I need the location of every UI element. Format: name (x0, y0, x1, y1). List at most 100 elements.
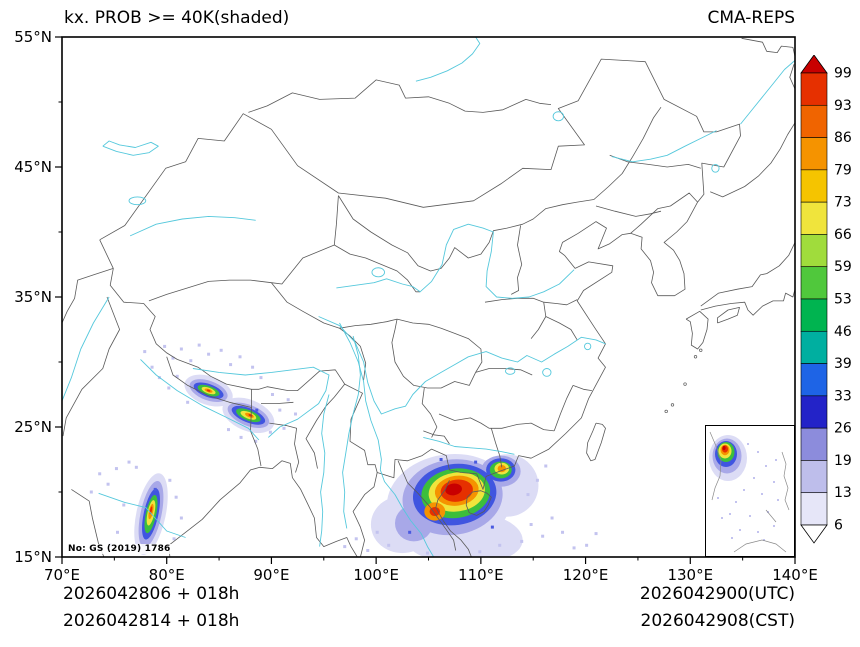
boundary-line (475, 368, 533, 376)
lake-outline (552, 111, 565, 122)
probability-speck (167, 386, 171, 390)
river-line (102, 140, 159, 156)
probability-speck (143, 350, 147, 354)
boundary-line (305, 383, 346, 469)
boundary-line (717, 306, 740, 324)
colorbar-segment (800, 234, 828, 268)
boundary-line (62, 296, 120, 437)
probability-speck (498, 543, 502, 547)
colorbar-segment (800, 72, 828, 106)
inset-probability-speck (775, 459, 777, 461)
colorbar-label: 93 (834, 98, 852, 114)
init-time-cst: 2026042814 + 018h (63, 611, 240, 631)
river-line (740, 60, 795, 125)
colorbar-label: 26 (834, 421, 852, 437)
probability-speck (535, 478, 539, 482)
probability-speck (172, 537, 176, 541)
probability-speck (115, 530, 119, 534)
inset-map (709, 431, 790, 553)
colorbar-segment (800, 298, 828, 332)
river-line (319, 394, 330, 547)
probability-speck (153, 487, 157, 491)
inset-probability-speck (753, 477, 755, 479)
y-tick-label: 45°N (14, 158, 52, 176)
probability-speck (238, 355, 242, 359)
inset-probability-speck (761, 493, 763, 495)
boundary-line (741, 37, 795, 57)
colorbar-label: 86 (834, 130, 852, 146)
plot-area: No: GS (2019) 1786 (62, 37, 795, 557)
boundary-line (572, 385, 592, 391)
probability-speck (255, 408, 259, 412)
lake-outline (371, 267, 385, 278)
probability-speck (251, 365, 255, 369)
boundary-line (511, 225, 523, 295)
colorbar-segment (800, 395, 828, 429)
probability-speck (425, 551, 429, 555)
boundary-line (630, 201, 698, 297)
island-dot (699, 348, 703, 352)
y-tick-label: 25°N (14, 418, 52, 436)
inset-probability-speck (757, 451, 759, 453)
colorbar: 99 93 86 79 73 66 59 53 46 39 33 26 19 13 6 (800, 55, 852, 544)
license-watermark: No: GS (2019) 1786 (66, 544, 173, 554)
valid-time-cst: 2026042908(CST) (640, 611, 795, 631)
inset-probability-speck (765, 465, 767, 467)
boundary-line (99, 58, 741, 490)
colorbar-segment (800, 460, 828, 494)
island-dot (683, 382, 687, 386)
colorbar-label: 39 (834, 356, 852, 372)
probability-speck (387, 543, 391, 547)
probability-speck (278, 408, 282, 412)
inset-probability-speck (735, 501, 737, 503)
probability-speck (89, 490, 93, 494)
boundary-line (586, 422, 606, 462)
colorbar-under-arrow (800, 524, 828, 544)
colorbar-segment (800, 427, 828, 461)
china-map (62, 37, 795, 557)
boundary-line (553, 385, 574, 432)
colorbar-segment (800, 169, 828, 203)
footer-valid-times: 2026042900(UTC) 2026042908(CST) (640, 581, 795, 635)
probability-speck (127, 460, 131, 464)
probability-speck (186, 400, 190, 404)
probability-speck (585, 543, 589, 547)
lake-outline (584, 342, 592, 351)
x-tick-label: 120°E (563, 566, 609, 584)
inset-probability-speck (757, 531, 759, 533)
probability-speck (294, 412, 298, 416)
colorbar-label: 33 (834, 388, 852, 404)
probability-speck (541, 534, 545, 538)
probability-speck (174, 495, 178, 499)
x-tick-label: 90°E (253, 566, 289, 584)
lake-outline (542, 368, 552, 377)
boundary-line (269, 422, 300, 473)
probability-speck (408, 530, 412, 534)
inset-probability-speck (717, 497, 719, 499)
boundary-line (421, 387, 438, 438)
boundary-line (789, 64, 795, 90)
probability-speck (179, 347, 183, 351)
probability-speck (550, 516, 554, 520)
probability-speck (219, 348, 223, 352)
probability-speck (561, 530, 565, 534)
x-tick-label: 100°E (353, 566, 399, 584)
inset-probability-speck (731, 537, 733, 539)
probability-speck (286, 398, 290, 402)
init-time-utc: 2026042806 + 018h (63, 584, 240, 604)
boundary-line (545, 316, 578, 341)
probability-speck (189, 359, 193, 363)
probability-speck (207, 352, 211, 356)
colorbar-segment (800, 137, 828, 171)
boundary-line (391, 318, 483, 389)
boundary-line (710, 122, 795, 198)
river-line (611, 130, 717, 163)
inset-probability-speck (729, 513, 731, 515)
river-line (342, 335, 361, 529)
probability-speck (572, 546, 576, 550)
y-tick-label: 55°N (14, 28, 52, 46)
probability-speck (490, 525, 494, 529)
probability-speck (594, 532, 598, 536)
inset-probability-speck (749, 515, 751, 517)
